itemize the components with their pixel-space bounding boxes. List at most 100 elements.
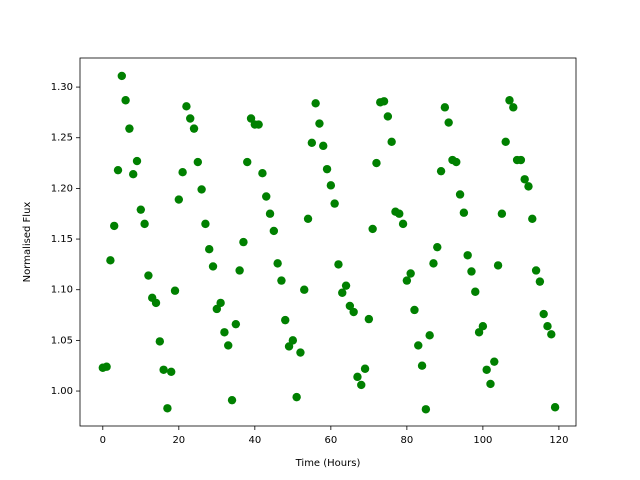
x-axis-label: Time (Hours) bbox=[295, 458, 361, 469]
point bbox=[334, 260, 343, 269]
point bbox=[155, 337, 165, 346]
x-tick-label: 40 bbox=[248, 435, 261, 446]
point bbox=[220, 328, 229, 337]
point bbox=[281, 315, 290, 325]
y-tick-label: 1.15 bbox=[51, 234, 73, 245]
point bbox=[497, 209, 507, 218]
point bbox=[174, 195, 184, 204]
point bbox=[531, 266, 541, 275]
point bbox=[307, 138, 317, 148]
point bbox=[296, 348, 305, 357]
point bbox=[539, 309, 548, 319]
point bbox=[178, 167, 187, 177]
point bbox=[383, 112, 393, 121]
point bbox=[151, 298, 161, 308]
point bbox=[478, 321, 488, 331]
point bbox=[182, 102, 191, 111]
x-tick-label: 20 bbox=[172, 435, 185, 446]
point bbox=[474, 328, 484, 337]
point bbox=[273, 259, 282, 268]
point bbox=[292, 392, 301, 402]
point bbox=[193, 157, 203, 167]
point bbox=[417, 361, 427, 370]
point bbox=[528, 214, 537, 223]
point bbox=[501, 137, 510, 146]
point bbox=[471, 287, 480, 296]
point bbox=[102, 362, 111, 371]
point bbox=[429, 259, 438, 268]
point bbox=[402, 276, 412, 285]
point bbox=[387, 137, 396, 146]
point bbox=[410, 305, 419, 315]
point bbox=[341, 281, 351, 290]
x-tick-label: 80 bbox=[400, 435, 413, 446]
point bbox=[421, 405, 431, 414]
point bbox=[227, 395, 237, 405]
point bbox=[490, 357, 499, 366]
point bbox=[357, 380, 366, 390]
point bbox=[444, 118, 453, 127]
point bbox=[197, 185, 206, 194]
point bbox=[106, 256, 115, 265]
point bbox=[136, 205, 146, 214]
y-axis-label: Normalised Flux bbox=[22, 202, 33, 283]
x-tick-label: 100 bbox=[473, 435, 492, 446]
point bbox=[326, 181, 336, 190]
point bbox=[208, 262, 218, 271]
point bbox=[113, 165, 123, 175]
point bbox=[452, 157, 461, 167]
point bbox=[550, 403, 560, 412]
point bbox=[110, 221, 119, 231]
x-tick-label: 0 bbox=[100, 435, 106, 446]
point bbox=[303, 214, 313, 223]
x-tick-label: 120 bbox=[549, 435, 568, 446]
point bbox=[300, 285, 309, 294]
point bbox=[125, 124, 134, 133]
point bbox=[395, 209, 404, 218]
point bbox=[482, 365, 491, 374]
y-tick-label: 1.05 bbox=[51, 335, 73, 346]
point bbox=[338, 288, 347, 297]
point bbox=[406, 269, 415, 278]
point bbox=[167, 367, 176, 376]
point bbox=[239, 237, 248, 247]
point bbox=[132, 156, 142, 166]
point bbox=[379, 97, 389, 106]
point bbox=[547, 330, 556, 339]
y-tick-label: 1.30 bbox=[51, 82, 73, 93]
point bbox=[493, 261, 503, 270]
point bbox=[121, 96, 130, 105]
point bbox=[129, 170, 138, 179]
point bbox=[463, 251, 472, 260]
axes-frame bbox=[79, 57, 577, 427]
point bbox=[364, 314, 374, 324]
point bbox=[284, 342, 294, 351]
point bbox=[243, 157, 252, 167]
point bbox=[170, 286, 180, 295]
point bbox=[467, 267, 476, 276]
point bbox=[269, 226, 279, 236]
point bbox=[330, 199, 339, 208]
point bbox=[455, 190, 465, 199]
point bbox=[520, 175, 529, 184]
point bbox=[516, 155, 526, 165]
y-tick-label: 1.20 bbox=[51, 183, 73, 194]
point bbox=[372, 158, 381, 168]
point bbox=[440, 103, 450, 112]
point bbox=[246, 114, 256, 123]
point bbox=[509, 103, 518, 112]
point bbox=[414, 341, 423, 350]
point bbox=[360, 364, 370, 373]
y-tick-label: 1.00 bbox=[51, 386, 73, 397]
point bbox=[159, 365, 168, 374]
point bbox=[258, 169, 267, 178]
point bbox=[262, 192, 271, 201]
point bbox=[201, 219, 210, 229]
point bbox=[235, 266, 244, 275]
point bbox=[186, 114, 195, 123]
point bbox=[319, 141, 328, 151]
point bbox=[288, 336, 298, 345]
point bbox=[144, 271, 153, 280]
point bbox=[189, 124, 199, 133]
